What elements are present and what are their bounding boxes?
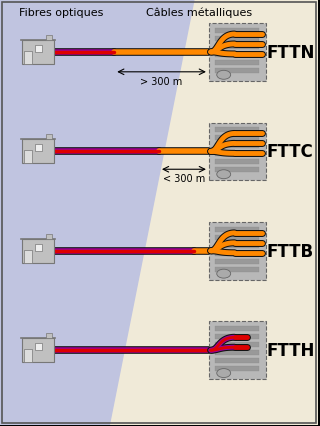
Bar — [46, 135, 52, 140]
Bar — [46, 234, 52, 239]
Text: < 300 m: < 300 m — [163, 174, 205, 184]
Bar — [215, 235, 259, 240]
Bar — [46, 334, 52, 339]
Bar — [215, 334, 259, 340]
Bar — [46, 36, 52, 41]
Bar — [215, 45, 259, 50]
Ellipse shape — [217, 170, 231, 179]
Text: FTTH: FTTH — [266, 341, 315, 360]
Bar — [215, 168, 259, 173]
Bar — [215, 152, 259, 157]
Bar — [215, 37, 259, 42]
Bar — [22, 239, 54, 263]
Bar — [209, 222, 267, 280]
Bar — [215, 259, 259, 264]
Text: FTTB: FTTB — [267, 242, 314, 260]
Polygon shape — [0, 1, 194, 425]
Bar — [215, 160, 259, 165]
Bar — [24, 250, 32, 263]
Bar — [35, 244, 42, 251]
Bar — [209, 322, 267, 379]
Bar — [209, 123, 267, 181]
Bar — [215, 136, 259, 141]
Bar — [22, 140, 54, 164]
Text: FTTN: FTTN — [266, 44, 315, 62]
Text: FTTC: FTTC — [267, 143, 314, 161]
Ellipse shape — [217, 270, 231, 279]
Bar — [35, 145, 42, 152]
Text: Câbles métalliques: Câbles métalliques — [146, 8, 252, 18]
Bar — [22, 339, 54, 362]
Bar — [215, 29, 259, 34]
Bar — [215, 251, 259, 256]
Bar — [24, 151, 32, 164]
Bar — [215, 267, 259, 272]
Bar — [215, 351, 259, 355]
Ellipse shape — [217, 71, 231, 80]
Bar — [215, 343, 259, 348]
Bar — [215, 61, 259, 66]
Ellipse shape — [217, 369, 231, 378]
Bar — [215, 53, 259, 58]
Text: Fibres optiques: Fibres optiques — [20, 8, 104, 18]
Bar — [35, 46, 42, 53]
Bar — [215, 358, 259, 363]
Bar — [22, 41, 54, 65]
Bar — [215, 327, 259, 331]
Bar — [215, 69, 259, 74]
Text: > 300 m: > 300 m — [140, 77, 183, 86]
Bar — [215, 144, 259, 149]
Bar — [215, 128, 259, 133]
Bar — [24, 349, 32, 362]
Bar — [209, 24, 267, 81]
Bar — [215, 366, 259, 371]
Bar — [215, 243, 259, 248]
Bar — [215, 227, 259, 232]
Bar — [35, 343, 42, 351]
Bar — [24, 52, 32, 65]
